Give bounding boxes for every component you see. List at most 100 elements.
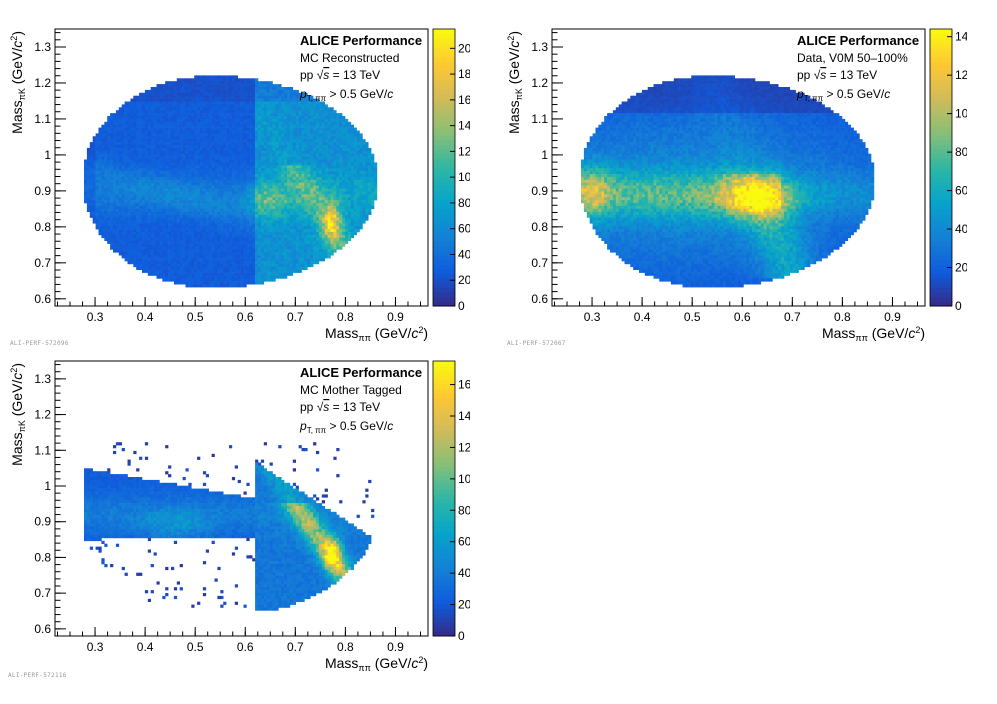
heatmap-cell	[289, 266, 294, 270]
heatmap-cell	[278, 232, 282, 236]
heatmap-cell	[173, 145, 178, 149]
heatmap-cell	[113, 118, 117, 123]
heatmap-cell	[255, 275, 259, 279]
heatmap-cell	[208, 153, 212, 157]
heatmap-cell	[269, 179, 273, 183]
heatmap-cell	[147, 188, 151, 192]
heatmap-cell	[289, 217, 294, 221]
heatmap-cell	[260, 208, 265, 212]
heatmap-cell	[185, 272, 189, 276]
heatmap-cell	[118, 176, 122, 181]
heatmap-cell	[179, 116, 183, 120]
heatmap-cell	[234, 211, 238, 215]
heatmap-cell	[266, 127, 270, 131]
heatmap-cell	[156, 179, 160, 183]
heatmap-cell	[153, 261, 157, 265]
heatmap-cell	[295, 168, 299, 172]
heatmap-cell	[272, 182, 276, 186]
heatmap-cell	[194, 127, 198, 131]
heatmap-cell	[98, 130, 102, 134]
heatmap-cell	[255, 124, 259, 128]
heatmap-cell	[185, 269, 189, 273]
heatmap-cell	[191, 121, 195, 125]
heatmap-cell	[289, 263, 294, 268]
heatmap-cell	[200, 203, 204, 207]
heatmap-cell	[130, 188, 134, 192]
heatmap-cell	[287, 98, 291, 102]
heatmap-cell	[205, 284, 209, 288]
heatmap-cell	[310, 211, 314, 215]
heatmap-cell	[263, 116, 267, 120]
heatmap-cell	[307, 217, 311, 221]
heatmap-cell	[263, 220, 267, 224]
heatmap-cell	[217, 205, 221, 210]
heatmap-cell	[295, 246, 299, 250]
heatmap-cell	[165, 203, 169, 207]
heatmap-cell	[139, 188, 143, 192]
heatmap-cell	[243, 136, 247, 140]
heatmap-cell	[142, 116, 146, 120]
heatmap-cell	[205, 165, 209, 169]
heatmap-cell	[159, 110, 163, 114]
heatmap-cell	[144, 220, 149, 224]
heatmap-cell	[139, 171, 143, 175]
heatmap-cell	[237, 81, 241, 85]
heatmap-cell	[121, 223, 125, 227]
heatmap-cell	[144, 240, 149, 244]
heatmap-cell	[214, 278, 218, 282]
heatmap-cell	[173, 104, 178, 108]
heatmap-cell	[307, 191, 311, 195]
heatmap-cell	[118, 237, 122, 241]
heatmap-cell	[153, 263, 157, 268]
heatmap-cell	[124, 139, 128, 143]
heatmap-cell	[98, 191, 102, 195]
heatmap-cell	[258, 116, 262, 120]
heatmap-cell	[156, 150, 160, 154]
heatmap-cell	[173, 263, 178, 268]
heatmap-cell	[237, 165, 241, 169]
heatmap-cell	[185, 234, 189, 239]
heatmap-cell	[191, 272, 195, 276]
heatmap-cell	[275, 200, 279, 204]
heatmap-cell	[278, 179, 282, 183]
heatmap-cell	[252, 240, 256, 244]
heatmap-cell	[147, 220, 151, 224]
heatmap-cell	[118, 118, 122, 123]
heatmap-cell	[197, 243, 201, 247]
heatmap-cell	[223, 229, 227, 233]
heatmap-cell	[272, 272, 276, 276]
heatmap-cell	[173, 208, 178, 212]
heatmap-cell	[229, 75, 233, 79]
heatmap-cell	[107, 153, 111, 157]
heatmap-cell	[188, 275, 192, 279]
heatmap-cell	[234, 217, 238, 221]
heatmap-cell	[113, 121, 117, 125]
heatmap-cell	[98, 159, 102, 163]
heatmap-cell	[127, 156, 131, 160]
heatmap-cell	[220, 223, 224, 227]
heatmap-cell	[168, 275, 172, 279]
heatmap-cell	[298, 246, 302, 250]
heatmap-cell	[147, 89, 151, 94]
heatmap-cell	[278, 243, 282, 247]
heatmap-cell	[127, 229, 131, 233]
heatmap-cell	[284, 217, 288, 221]
heatmap-cell	[275, 87, 279, 91]
heatmap-cell	[307, 127, 311, 131]
heatmap-cell	[168, 162, 172, 166]
heatmap-cell	[133, 261, 137, 265]
heatmap-cell	[191, 281, 195, 285]
heatmap-cell	[272, 203, 276, 207]
heatmap-cell	[301, 156, 305, 160]
heatmap-cell	[307, 159, 311, 163]
heatmap-cell	[298, 200, 302, 204]
heatmap-cell	[284, 101, 288, 105]
heatmap-cell	[310, 226, 314, 230]
heatmap-cell	[249, 87, 253, 91]
heatmap-cell	[136, 258, 140, 262]
heatmap-cell	[202, 182, 207, 186]
heatmap-cell	[171, 269, 175, 273]
heatmap-cell	[266, 107, 270, 111]
heatmap-cell	[252, 107, 256, 111]
heatmap-cell	[226, 98, 230, 102]
